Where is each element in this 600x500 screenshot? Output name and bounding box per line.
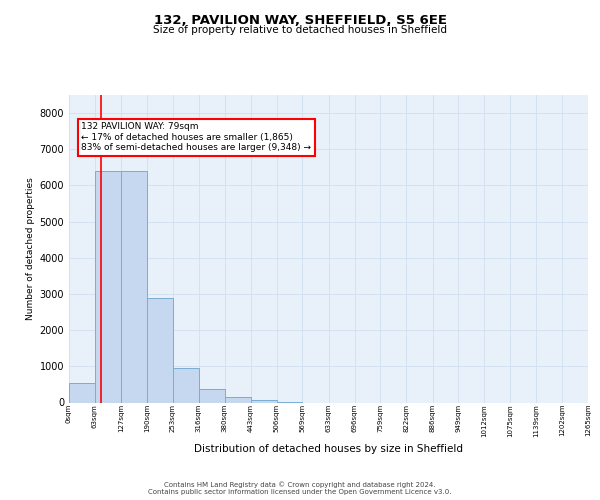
Bar — [147, 298, 173, 403]
Text: 132, PAVILION WAY, SHEFFIELD, S5 6EE: 132, PAVILION WAY, SHEFFIELD, S5 6EE — [154, 14, 446, 27]
Bar — [173, 368, 199, 402]
Text: Contains HM Land Registry data © Crown copyright and database right 2024.
Contai: Contains HM Land Registry data © Crown c… — [148, 482, 452, 495]
Bar — [251, 400, 277, 402]
Bar — [69, 382, 95, 402]
Text: 132 PAVILION WAY: 79sqm
← 17% of detached houses are smaller (1,865)
83% of semi: 132 PAVILION WAY: 79sqm ← 17% of detache… — [82, 122, 311, 152]
Bar — [199, 389, 225, 402]
Bar — [225, 397, 251, 402]
Y-axis label: Number of detached properties: Number of detached properties — [26, 178, 35, 320]
Text: Size of property relative to detached houses in Sheffield: Size of property relative to detached ho… — [153, 25, 447, 35]
Bar — [121, 171, 147, 402]
X-axis label: Distribution of detached houses by size in Sheffield: Distribution of detached houses by size … — [194, 444, 463, 454]
Bar — [95, 171, 121, 402]
